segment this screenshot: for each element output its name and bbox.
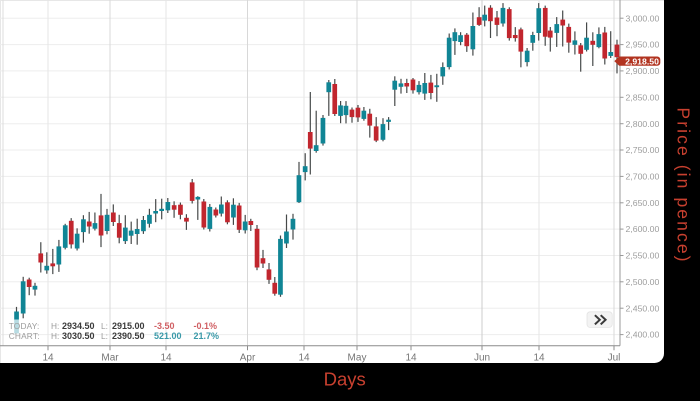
svg-text:-3.50: -3.50	[154, 321, 175, 331]
svg-text:14: 14	[160, 352, 172, 363]
svg-text:H:: H:	[51, 321, 59, 331]
svg-text:H:: H:	[51, 331, 59, 341]
svg-text:2,400.00: 2,400.00	[626, 330, 660, 340]
svg-text:2,918.50: 2,918.50	[625, 56, 659, 66]
svg-text:TODAY:: TODAY:	[9, 321, 40, 331]
svg-text:3030.50: 3030.50	[62, 331, 95, 341]
svg-text:14: 14	[298, 352, 310, 363]
svg-text:2,950.00: 2,950.00	[626, 40, 660, 50]
svg-text:L:: L:	[101, 321, 108, 331]
svg-text:2,800.00: 2,800.00	[626, 119, 660, 129]
svg-text:14: 14	[533, 352, 545, 363]
svg-text:3,000.00: 3,000.00	[626, 13, 660, 23]
svg-text:2,650.00: 2,650.00	[626, 198, 660, 208]
svg-text:Jul: Jul	[608, 352, 621, 363]
svg-text:2,700.00: 2,700.00	[626, 172, 660, 182]
svg-text:2,550.00: 2,550.00	[626, 251, 660, 261]
svg-text:May: May	[348, 352, 367, 363]
svg-text:CHART:: CHART:	[9, 331, 40, 341]
svg-text:2,900.00: 2,900.00	[626, 66, 660, 76]
svg-text:Jun: Jun	[474, 352, 490, 363]
svg-text:Apr: Apr	[240, 352, 256, 363]
svg-text:2915.00: 2915.00	[112, 321, 145, 331]
svg-text:Price (in pence): Price (in pence)	[674, 107, 694, 263]
svg-text:21.7%: 21.7%	[194, 331, 220, 341]
svg-text:Days: Days	[324, 369, 366, 390]
svg-text:521.00: 521.00	[154, 331, 182, 341]
svg-text:L:: L:	[101, 331, 108, 341]
svg-text:2,850.00: 2,850.00	[626, 92, 660, 102]
svg-text:2934.50: 2934.50	[62, 321, 95, 331]
svg-text:2390.50: 2390.50	[112, 331, 145, 341]
svg-text:Mar: Mar	[101, 352, 119, 363]
svg-text:2,500.00: 2,500.00	[626, 277, 660, 287]
svg-text:-0.1%: -0.1%	[194, 321, 218, 331]
svg-text:2,750.00: 2,750.00	[626, 145, 660, 155]
svg-text:14: 14	[405, 352, 417, 363]
svg-text:2,450.00: 2,450.00	[626, 303, 660, 313]
svg-text:2,600.00: 2,600.00	[626, 224, 660, 234]
svg-text:14: 14	[42, 352, 54, 363]
